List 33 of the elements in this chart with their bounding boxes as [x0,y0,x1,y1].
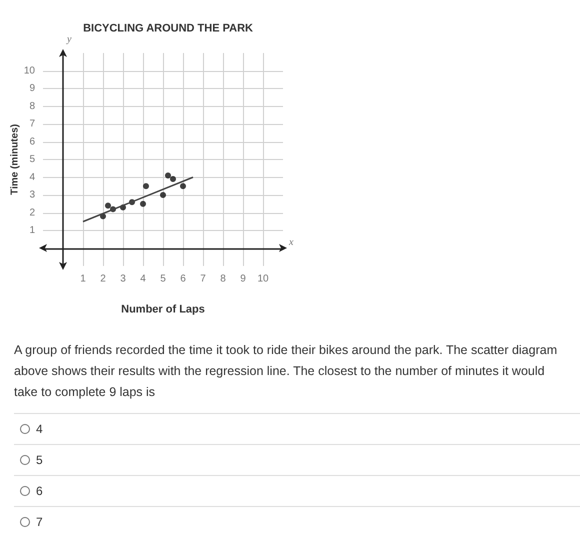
x-tick-label: 8 [220,274,226,284]
text: y [67,34,72,45]
y-tick-label: 4 [29,172,36,183]
x-tick-label: 7 [200,274,206,284]
point [165,172,171,178]
y-tick-label: 7 [29,118,36,130]
text: A group of friends recorded the time it took to ride their bikes around the park. The scatter diagram above shows their results with the regression line. The closest to the number of minutes it would take to complete 9 laps is [13,342,558,401]
x-tick-label: 1 [80,274,86,284]
x-tick-label: 2 [100,274,106,284]
x-tick-label: 4 [140,274,146,284]
y-tick-label: 1 [29,225,36,236]
x-tick-label: 9 [240,274,246,284]
y-tick-label: 10 [24,65,36,76]
y-axis-title: Time (minutes) [9,124,20,195]
text: x [289,237,294,248]
point [160,192,166,198]
y-tick-label: 8 [29,100,36,112]
x-tick-label: 5 [160,274,166,284]
y-tick-label: 5 [29,154,36,165]
point [170,176,176,182]
y-tick-label: 9 [29,83,36,94]
point [140,200,146,207]
point [143,183,149,190]
x-tick-label: 6 [180,274,186,284]
x-tick-label: 3 [120,274,126,284]
x-tick-label: 10 [257,274,269,284]
y-tick-label: 3 [29,190,36,200]
x-axis-title: Number of Laps [121,304,205,316]
chart-title: BICYCLING AROUND THE PARK [83,22,253,34]
y-tick-label: 2 [29,207,36,218]
point [180,183,186,190]
point [105,202,111,209]
y-tick-label: 6 [29,136,36,148]
